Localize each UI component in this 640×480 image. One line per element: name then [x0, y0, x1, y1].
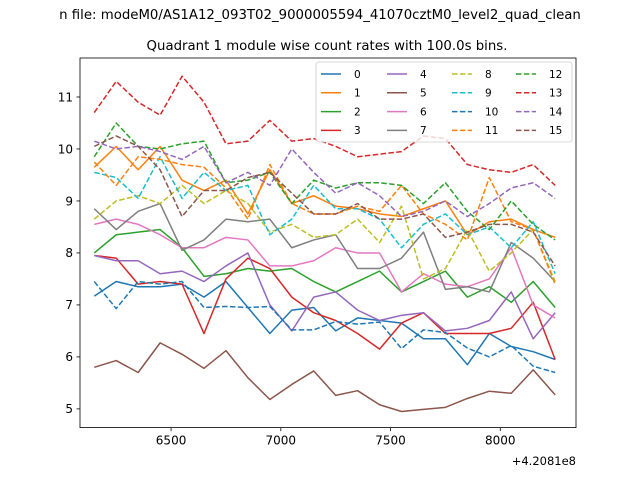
x-tick-label: 7500: [375, 434, 406, 448]
legend-label-13: 13: [549, 88, 562, 100]
legend-label-4: 4: [420, 69, 427, 81]
x-tick-label: 8000: [485, 434, 516, 448]
legend-label-0: 0: [354, 69, 361, 81]
legend-frame: [315, 61, 573, 143]
series-line-13: [93, 75, 556, 186]
y-tick-label: 10: [58, 142, 73, 156]
series-line-7: [93, 202, 556, 293]
legend-label-12: 12: [549, 69, 562, 81]
y-tick-label: 8: [65, 246, 73, 260]
y-tick-label: 11: [58, 90, 73, 104]
series-line-11: [93, 156, 556, 285]
series-line-9: [94, 156, 556, 275]
x-tick-label: 7000: [266, 434, 297, 448]
chart-title: Quadrant 1 module wise count rates with …: [147, 39, 508, 54]
legend-label-8: 8: [485, 69, 492, 81]
legend-label-11: 11: [485, 125, 498, 137]
y-tick-label: 5: [65, 402, 73, 416]
legend-label-15: 15: [549, 125, 562, 137]
series-line-2: [93, 228, 556, 309]
series-line-1: [93, 145, 556, 239]
plot-area-frame: [79, 57, 577, 429]
legend-label-1: 1: [354, 88, 361, 100]
x-tick-label: 6500: [156, 434, 187, 448]
legend-label-2: 2: [354, 106, 361, 118]
legend-label-9: 9: [485, 88, 492, 100]
series-line-10: [93, 280, 556, 374]
x-offset-label: +4.2081e8: [512, 454, 576, 468]
figure-suptitle: n file: modeM0/AS1A12_093T02_9000005594_…: [59, 8, 581, 23]
series-line-6: [94, 218, 556, 319]
series-line-12: [93, 122, 556, 241]
legend-label-6: 6: [420, 106, 427, 118]
legend-label-5: 5: [420, 88, 427, 100]
legend-label-3: 3: [354, 125, 361, 137]
y-tick-label: 9: [65, 194, 73, 208]
legend-label-10: 10: [485, 106, 498, 118]
series-line-0: [93, 280, 556, 366]
series-line-15: [93, 135, 556, 267]
series-line-4: [94, 252, 556, 340]
y-tick-label: 7: [65, 298, 73, 312]
series-line-14: [94, 140, 556, 218]
series-line-5: [94, 342, 556, 413]
legend-label-14: 14: [549, 106, 563, 118]
y-tick-label: 6: [65, 350, 73, 364]
legend-label-7: 7: [420, 125, 427, 137]
